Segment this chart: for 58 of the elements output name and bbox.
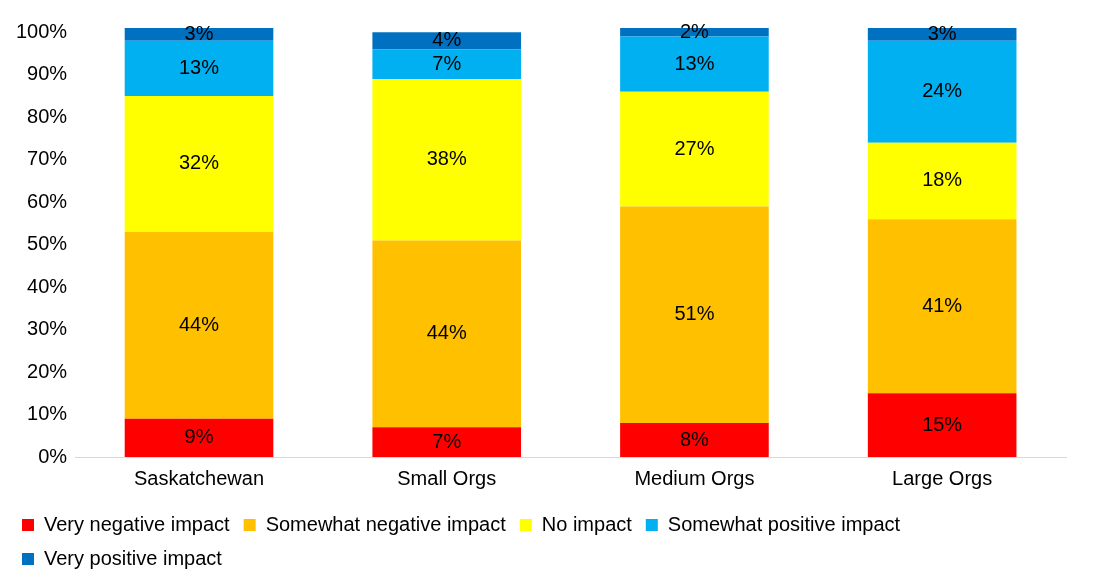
data-label: 41%	[922, 293, 963, 316]
y-tick-label: 10%	[27, 402, 68, 425]
bar	[867, 393, 1017, 457]
bar	[620, 36, 769, 92]
data-label: 3%	[184, 21, 214, 44]
data-label: 9%	[184, 425, 214, 448]
data-label: 27%	[674, 136, 715, 159]
bar	[124, 418, 274, 457]
y-tick-label: 70%	[27, 147, 68, 170]
data-label: 44%	[178, 312, 220, 335]
y-tick-label: 60%	[27, 189, 68, 212]
bar	[372, 240, 522, 428]
data-label: 18%	[922, 168, 963, 191]
y-tick-label: 40%	[27, 274, 68, 297]
data-label: 13%	[178, 55, 220, 78]
x-tick-label: Saskatchewan	[133, 466, 265, 489]
x-tick-label: Medium Orgs	[634, 466, 755, 489]
y-tick-label: 20%	[27, 359, 68, 382]
data-label: 4%	[432, 28, 462, 51]
legend-label: Somewhat negative impact	[265, 512, 507, 535]
bar	[372, 78, 522, 241]
bar	[124, 231, 274, 419]
data-label: 38%	[426, 147, 467, 170]
y-tick-label: 50%	[27, 232, 68, 255]
bar	[867, 28, 1017, 41]
bar	[372, 427, 522, 457]
y-tick-label: 100%	[16, 19, 68, 42]
x-tick-label: Large Orgs	[892, 466, 993, 489]
legend-label: Very negative impact	[44, 512, 231, 535]
data-label: 44%	[426, 321, 467, 344]
bar	[867, 40, 1017, 143]
data-label: 51%	[674, 302, 715, 325]
y-tick-label: 80%	[27, 104, 68, 127]
x-tick-label: Small Orgs	[397, 466, 497, 489]
bar	[867, 219, 1017, 394]
bar	[124, 40, 274, 96]
bar	[620, 91, 769, 207]
data-label: 32%	[178, 151, 220, 174]
data-label: 24%	[922, 79, 963, 102]
legend-label: No impact	[541, 512, 633, 535]
y-tick-label: 90%	[27, 62, 68, 85]
bar	[867, 142, 1017, 220]
bar	[372, 49, 522, 79]
data-label: 7%	[432, 429, 462, 452]
data-label: 3%	[927, 21, 957, 44]
data-label: 7%	[432, 51, 462, 74]
data-label: 8%	[679, 427, 710, 450]
bar	[124, 28, 274, 41]
y-tick-label: 0%	[38, 444, 68, 467]
data-label: 13%	[674, 51, 715, 74]
bar	[620, 206, 769, 424]
legend-label: Somewhat positive impact	[667, 512, 901, 535]
data-label: 15%	[922, 412, 963, 435]
bar	[124, 95, 274, 232]
bar	[620, 423, 769, 457]
bar	[372, 32, 522, 50]
y-tick-label: 30%	[27, 317, 68, 340]
legend-label: Very positive impact	[44, 546, 223, 569]
